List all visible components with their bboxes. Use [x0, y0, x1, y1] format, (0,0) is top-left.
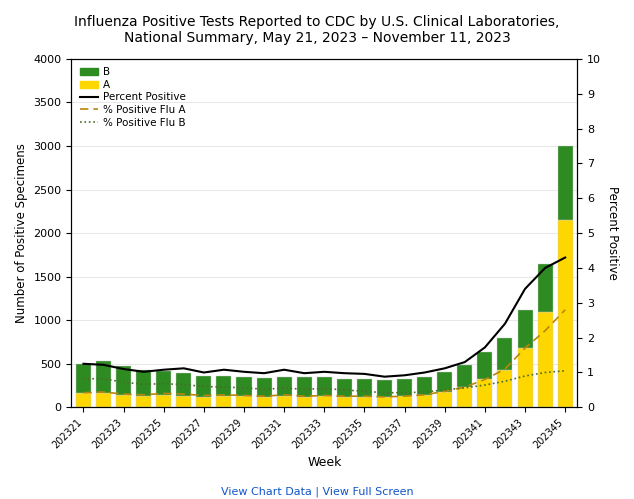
Bar — [236, 396, 252, 407]
Bar — [176, 396, 191, 407]
Bar — [538, 311, 553, 407]
Bar — [96, 393, 111, 407]
Bar — [377, 397, 392, 407]
Text: View Chart Data | View Full Screen: View Chart Data | View Full Screen — [221, 486, 413, 497]
Y-axis label: Percent Positive: Percent Positive — [606, 186, 619, 280]
Bar — [397, 396, 412, 407]
Bar — [216, 376, 231, 396]
Bar — [437, 372, 452, 392]
Legend: B, A, Percent Positive, % Positive Flu A, % Positive Flu B: B, A, Percent Positive, % Positive Flu A… — [77, 64, 189, 131]
Bar — [417, 395, 432, 407]
Bar — [236, 377, 252, 396]
X-axis label: Week: Week — [307, 456, 342, 469]
Bar — [216, 396, 231, 407]
Bar — [337, 379, 352, 397]
Text: Influenza Positive Tests Reported to CDC by U.S. Clinical Laboratories,
National: Influenza Positive Tests Reported to CDC… — [74, 15, 560, 45]
Bar — [297, 397, 312, 407]
Bar — [498, 338, 512, 370]
Bar — [76, 393, 91, 407]
Y-axis label: Number of Positive Specimens: Number of Positive Specimens — [15, 143, 28, 323]
Bar — [116, 395, 131, 407]
Bar — [156, 395, 171, 407]
Bar — [558, 220, 573, 407]
Bar — [136, 370, 151, 396]
Bar — [176, 373, 191, 396]
Bar — [457, 365, 472, 387]
Bar — [297, 377, 312, 397]
Bar — [136, 396, 151, 407]
Bar — [76, 364, 91, 393]
Bar — [377, 380, 392, 397]
Bar — [257, 397, 271, 407]
Bar — [517, 310, 533, 348]
Bar — [538, 263, 553, 311]
Bar — [276, 396, 292, 407]
Bar — [417, 377, 432, 395]
Bar — [558, 146, 573, 220]
Bar — [477, 379, 493, 407]
Bar — [357, 397, 372, 407]
Bar — [317, 396, 332, 407]
Bar — [156, 371, 171, 395]
Bar — [197, 397, 211, 407]
Bar — [116, 366, 131, 395]
Bar — [96, 361, 111, 393]
Bar — [276, 377, 292, 396]
Bar — [197, 376, 211, 397]
Bar — [357, 379, 372, 397]
Bar — [337, 397, 352, 407]
Bar — [397, 379, 412, 396]
Bar — [517, 348, 533, 407]
Bar — [457, 387, 472, 407]
Bar — [317, 377, 332, 396]
Bar — [477, 352, 493, 379]
Bar — [437, 392, 452, 407]
Bar — [257, 378, 271, 397]
Bar — [498, 370, 512, 407]
